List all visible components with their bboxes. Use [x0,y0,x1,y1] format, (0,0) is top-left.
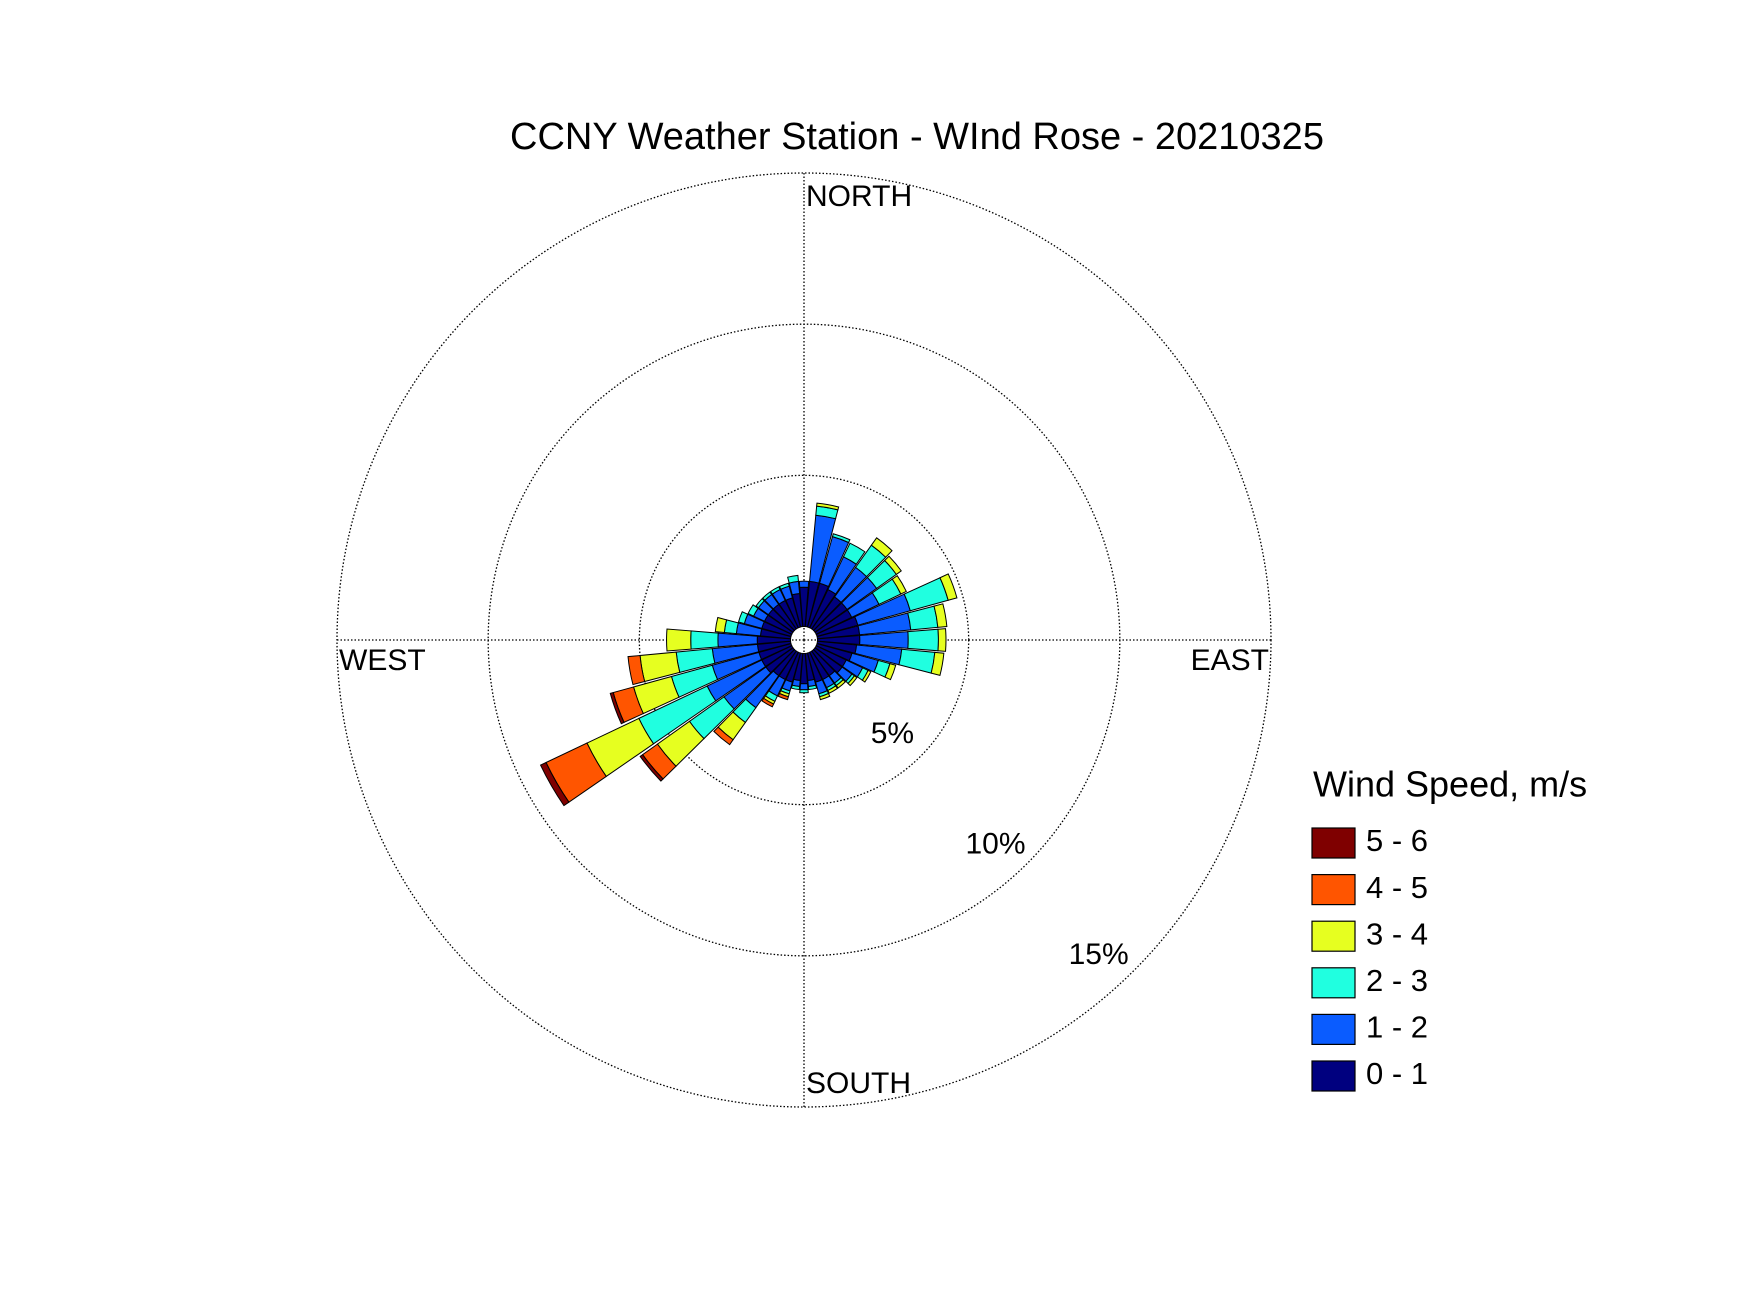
legend-swatch [1311,920,1356,952]
wind-sector [539,761,570,807]
wind-sector [639,753,664,782]
legend-label: 2 - 3 [1366,963,1428,998]
wind-sector [930,651,945,677]
wind-sector [842,542,866,565]
wind-sector [933,603,948,628]
direction-label: SOUTH [806,1067,911,1100]
wind-sector [761,697,775,708]
direction-label: EAST [1191,644,1269,677]
wind-sector [883,555,902,576]
wind-sector [847,675,858,687]
legend-swatch [1311,827,1356,859]
direction-label: NORTH [806,180,912,213]
wind-sector [835,679,847,689]
chart-title: CCNY Weather Station - WInd Rose - 20210… [510,116,1324,158]
wind-sector [609,691,625,725]
wind-sector [819,692,831,701]
wind-sector [891,574,907,595]
wind-sector [907,628,939,652]
ring-label: 10% [966,827,1026,860]
wind-sector [870,537,893,558]
wind-sector [799,683,809,691]
wind-sector [937,628,947,652]
wind-sector [713,726,734,746]
legend-label: 0 - 1 [1366,1056,1428,1091]
wind-sector [769,586,781,595]
legend-label: 3 - 4 [1366,916,1428,951]
legend-swatch [1311,1060,1356,1092]
legend-label: 4 - 5 [1366,870,1428,905]
wind-sector [827,685,839,694]
wind-sector [761,591,773,601]
wind-sector [799,689,809,694]
wind-sector [627,654,646,686]
wind-sector [747,604,759,617]
ring-label: 5% [871,717,914,750]
wind-sector [778,582,790,590]
wind-sector [790,684,801,691]
legend-swatch [1311,873,1356,906]
wind-sector [777,692,789,701]
wind-sector [816,502,840,511]
wind-sector [831,533,851,544]
wind-sector [807,684,818,691]
legend-swatch [1311,1013,1356,1046]
wind-sector [939,573,958,601]
legend-swatch [1311,967,1356,999]
legend-title: Wind Speed, m/s [1313,764,1587,805]
wind-sector [898,648,936,674]
wind-sector [666,628,692,652]
wind-sector [690,630,719,650]
legend-label: 5 - 6 [1366,823,1428,858]
wind-sector [755,597,765,609]
wind-sector [737,611,749,625]
wind-sector [787,574,800,584]
direction-label: WEST [339,644,426,677]
legend-label: 1 - 2 [1366,1010,1428,1045]
wind-sector [884,663,897,681]
wind-sector [798,580,810,588]
ring-label: 15% [1069,938,1129,971]
wind-sector [714,616,728,634]
wind-sector [861,669,872,683]
